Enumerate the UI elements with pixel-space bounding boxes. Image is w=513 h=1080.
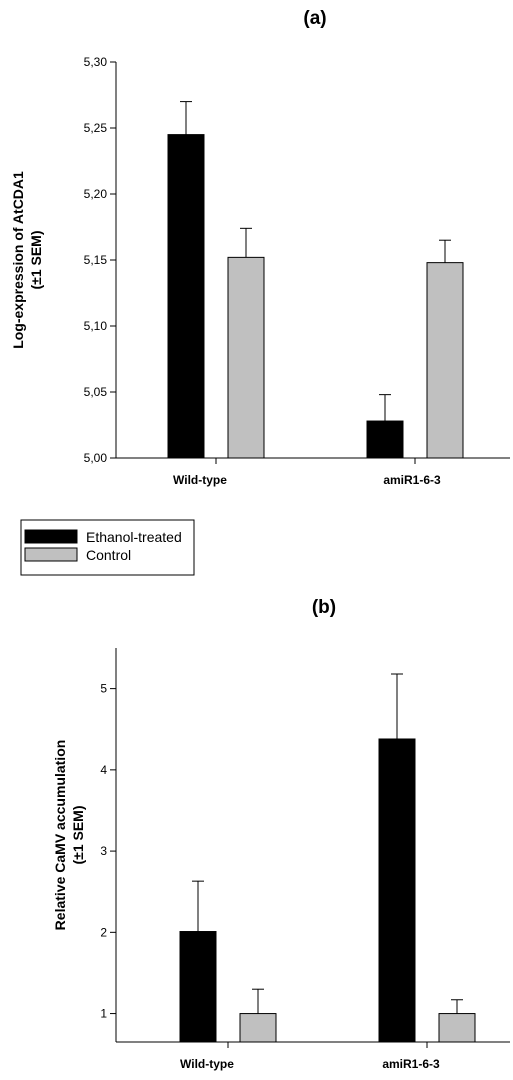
chart-b: (b) Relative CaMV accumulation (±1 SEM) … <box>52 597 510 1071</box>
chart-a-ytick-label: 5,30 <box>84 55 108 69</box>
chart-a-bar-ethanol-treated-amir1-6-3 <box>366 420 404 459</box>
chart-a-bar-control-amir1-6-3 <box>426 262 464 459</box>
chart-b-ytick-label: 2 <box>100 925 107 939</box>
chart-a-ylabel-line1: Log-expression of AtCDA1 <box>10 171 26 349</box>
chart-a-ytick-label: 5,05 <box>84 385 108 399</box>
chart-a-ytick-label: 5,15 <box>84 253 108 267</box>
chart-a-title: (a) <box>303 8 326 29</box>
chart-a-ytick-label: 5,10 <box>84 319 108 333</box>
chart-b-ylabel-line1: Relative CaMV accumulation <box>52 740 68 931</box>
chart-b-xtick-amir1-6-3: amiR1-6-3 <box>382 1057 440 1071</box>
chart-a-plot: 5,00 5,05 5,10 5,15 5,20 5,25 5,30 <box>84 55 510 465</box>
chart-b-ytick-label: 4 <box>100 763 107 777</box>
chart-b-bar-control-amir1-6-3 <box>438 1013 476 1043</box>
chart-a-bar-ethanol-treated-wild-type <box>167 134 205 459</box>
chart-a-bar-control-wild-type <box>227 256 265 459</box>
legend-swatch-ethanol-treated <box>24 529 78 544</box>
chart-b-plot: 1 2 3 4 5 <box>100 648 510 1048</box>
chart-b-ytick-label: 3 <box>100 844 107 858</box>
chart-a-ytick-label: 5,25 <box>84 121 108 135</box>
chart-a-ytick-label: 5,20 <box>84 187 108 201</box>
chart-b-bar-ethanol-treated-wild-type <box>179 931 217 1043</box>
chart-b-ytick-label: 5 <box>100 682 107 696</box>
chart-b-bar-ethanol-treated-amir1-6-3 <box>378 738 416 1043</box>
chart-a-ylabel-line2: (±1 SEM) <box>28 230 44 289</box>
chart-b-ylabel-line2: (±1 SEM) <box>70 805 86 864</box>
chart-b-title: (b) <box>312 597 336 618</box>
chart-a-xtick-wild-type: Wild-type <box>173 473 227 487</box>
legend-label-control: Control <box>86 547 131 563</box>
legend: Ethanol-treated Control <box>20 519 195 576</box>
chart-a: (a) Log-expression of AtCDA1 (±1 SEM) Wi… <box>10 8 510 487</box>
legend-label-ethanol-treated: Ethanol-treated <box>86 529 182 545</box>
legend-swatch-control <box>24 547 78 562</box>
chart-b-xtick-wild-type: Wild-type <box>180 1057 234 1071</box>
chart-b-bar-control-wild-type <box>239 1013 277 1043</box>
chart-a-ytick-label: 5,00 <box>84 451 108 465</box>
chart-b-ytick-label: 1 <box>100 1007 107 1021</box>
chart-a-xtick-amir1-6-3: amiR1-6-3 <box>383 473 441 487</box>
